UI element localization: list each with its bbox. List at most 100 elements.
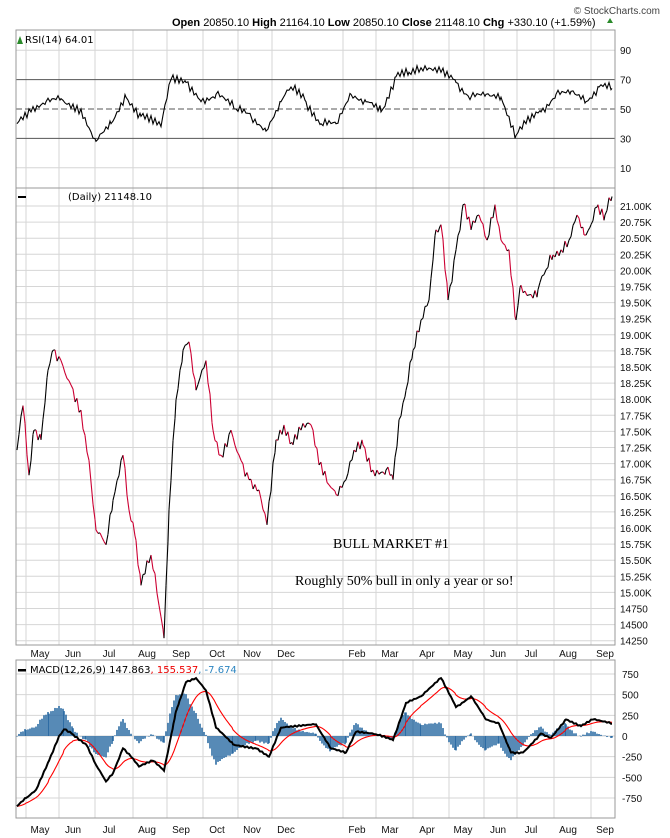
macd-histogram-bar (162, 736, 164, 743)
macd-histogram-bar (65, 714, 67, 736)
month-label: May (31, 649, 50, 660)
price-tick-label: 20.00K (620, 266, 652, 277)
macd-histogram-bar (263, 736, 265, 744)
price-segment (411, 350, 414, 359)
price-tick-label: 16.00K (620, 524, 652, 535)
macd-histogram-bar (600, 734, 602, 736)
macd-histogram-bar (183, 693, 185, 736)
macd-histogram-bar (522, 736, 524, 746)
price-segment (420, 317, 424, 321)
low-value: 20850.10 (353, 17, 399, 29)
macd-histogram-bar (261, 736, 263, 742)
price-segment (524, 290, 528, 296)
macd-histogram-bar (476, 736, 478, 743)
macd-histogram-bar (203, 731, 205, 736)
price-tick-label: 19.00K (620, 331, 652, 342)
month-label: Nov (243, 825, 261, 836)
macd-histogram-bar (469, 734, 471, 736)
macd-histogram-bar (402, 715, 404, 736)
price-segment (84, 435, 88, 453)
month-label: Jul (103, 825, 116, 836)
macd-histogram-bar (520, 736, 522, 748)
price-segment (457, 229, 461, 236)
price-tick-label: 14500 (620, 621, 648, 632)
macd-histogram-bar (317, 736, 319, 738)
macd-histogram-bar (201, 727, 203, 736)
macd-histogram-bar (610, 736, 612, 738)
price-segment (207, 382, 211, 395)
price-segment (268, 490, 272, 502)
macd-histogram-bar (35, 726, 37, 736)
macd-histogram-bar (304, 732, 306, 736)
macd-histogram-bar (209, 736, 211, 749)
price-segment (82, 428, 86, 436)
price-segment (545, 266, 549, 271)
price-segment (510, 275, 514, 288)
panel-frames (15, 29, 616, 819)
price-segment (242, 463, 246, 477)
price-segment (109, 510, 113, 516)
price-segment (260, 498, 264, 510)
price-segment (292, 434, 296, 446)
price-tick-label: 17.25K (620, 444, 652, 455)
macd-histogram-bar (482, 736, 484, 749)
macd-histogram-bar (130, 733, 132, 736)
macd-histogram-bar (259, 736, 261, 743)
price-segment (412, 346, 416, 351)
price-segment (437, 226, 441, 233)
price-segment (536, 289, 539, 298)
price-segment (404, 390, 407, 397)
price-segment (304, 423, 308, 428)
macd-histogram-bar (407, 715, 409, 736)
macd-histogram-bar (315, 733, 317, 736)
rsi-tick-label: 10 (620, 164, 632, 175)
price-segment (512, 287, 516, 317)
price-segment (314, 445, 318, 449)
macd-histogram-bar (389, 736, 391, 740)
price-segment (590, 220, 594, 225)
price-segment (474, 215, 478, 223)
price-segment (154, 573, 158, 594)
price-segment (44, 377, 48, 403)
price-segment (274, 439, 277, 453)
macd-histogram-bar (89, 736, 91, 748)
price-segment (459, 211, 463, 231)
price-segment (364, 448, 368, 462)
macd-histogram-bar (185, 694, 187, 736)
macd-histogram-bar (400, 719, 402, 736)
price-tick-label: 16.25K (620, 508, 652, 519)
price-segment (201, 367, 205, 371)
price-segment (502, 242, 506, 246)
rsi-label: RSI(14) 64.01 (25, 35, 94, 46)
macd-histogram-bar (171, 707, 173, 736)
price-segment (400, 402, 404, 416)
price-segment (478, 214, 482, 222)
price-segment (152, 568, 156, 574)
macd-histogram-bar (227, 736, 229, 756)
macd-histogram-bar (128, 729, 130, 736)
price-segment (362, 444, 366, 449)
macd-histogram-bar (512, 736, 514, 757)
macd-histogram-bar (18, 733, 20, 736)
macd-histogram-bar (93, 736, 95, 753)
price-segment (543, 269, 547, 275)
high-value: 21164.10 (280, 17, 325, 29)
price-segment (308, 422, 312, 426)
macd-histogram-bar (484, 736, 486, 751)
macd-histogram-bar (461, 736, 463, 742)
price-tick-label: 15.25K (620, 572, 652, 583)
price-segment (500, 239, 504, 244)
price-segment (167, 509, 170, 542)
close-label: Close (402, 17, 432, 29)
price-segment (130, 520, 134, 523)
price-segment (92, 504, 96, 520)
macd-histogram-bar (567, 726, 569, 736)
month-label: Dec (277, 825, 295, 836)
macd-histogram-bar (349, 732, 351, 736)
macd-histogram-bar (231, 736, 233, 754)
price-segment (434, 229, 437, 236)
month-label: Sep (172, 825, 190, 836)
price-segment (601, 208, 605, 221)
price-segment (484, 235, 488, 241)
macd-histogram-bar (594, 731, 596, 736)
